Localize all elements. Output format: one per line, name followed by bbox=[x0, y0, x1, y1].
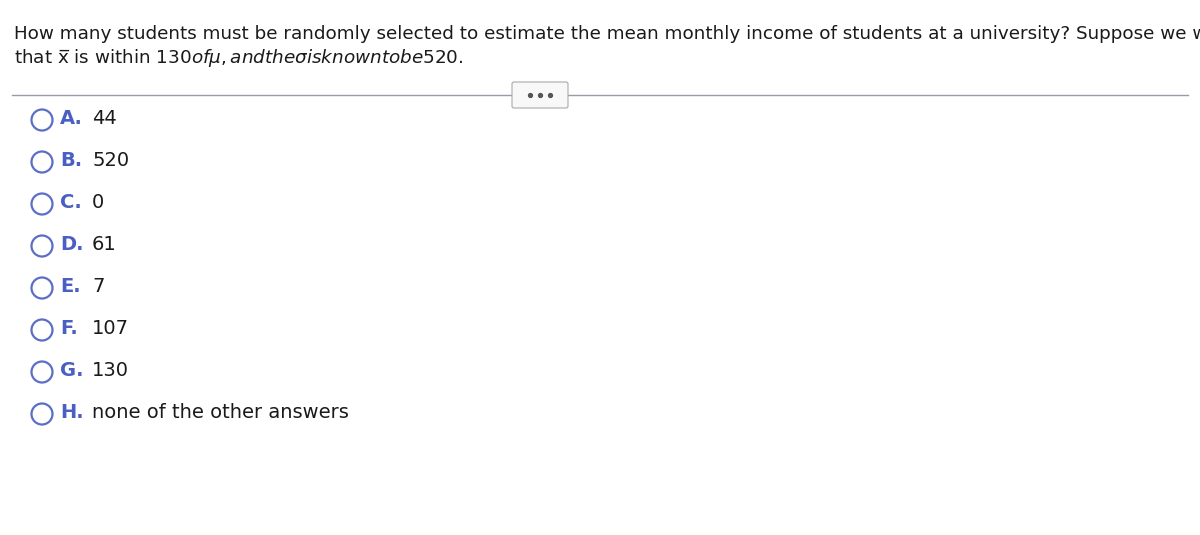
Text: 44: 44 bbox=[92, 110, 116, 128]
Text: H.: H. bbox=[60, 403, 84, 423]
Text: B.: B. bbox=[60, 151, 82, 171]
Text: that x̅ is within $130 of μ, and the σ is known to be $520.: that x̅ is within $130 of μ, and the σ i… bbox=[14, 47, 463, 69]
Text: D.: D. bbox=[60, 235, 84, 255]
Text: 61: 61 bbox=[92, 235, 116, 255]
Text: 130: 130 bbox=[92, 362, 130, 380]
Text: 107: 107 bbox=[92, 319, 130, 339]
Text: 520: 520 bbox=[92, 151, 130, 171]
Text: E.: E. bbox=[60, 278, 80, 296]
Text: C.: C. bbox=[60, 194, 82, 212]
Text: none of the other answers: none of the other answers bbox=[92, 403, 349, 423]
Text: 0: 0 bbox=[92, 194, 104, 212]
FancyBboxPatch shape bbox=[512, 82, 568, 108]
Text: F.: F. bbox=[60, 319, 78, 339]
Text: A.: A. bbox=[60, 110, 83, 128]
Text: G.: G. bbox=[60, 362, 84, 380]
Text: How many students must be randomly selected to estimate the mean monthly income : How many students must be randomly selec… bbox=[14, 25, 1200, 43]
Text: 7: 7 bbox=[92, 278, 104, 296]
